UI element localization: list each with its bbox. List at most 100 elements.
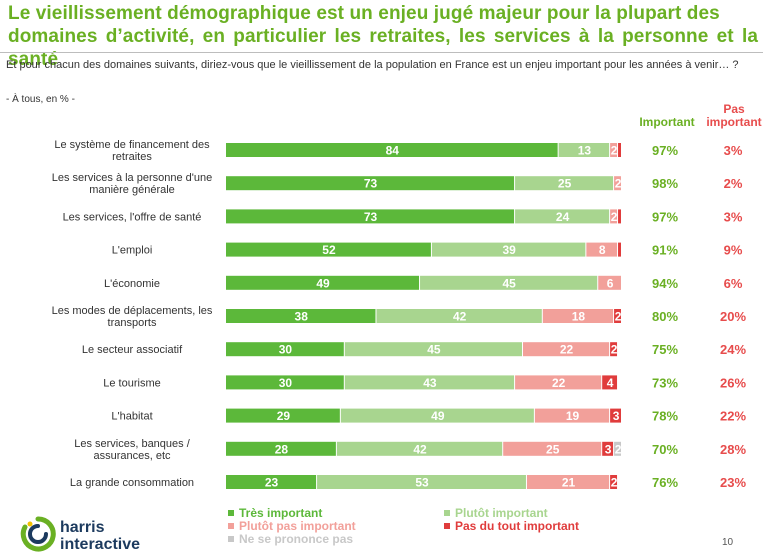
- bar-value-label: 2: [615, 310, 622, 324]
- important-total: 97%: [652, 143, 678, 158]
- pas-important-total: 3%: [724, 209, 743, 224]
- bar-value-label: 42: [453, 310, 467, 324]
- bar-segment-tres-important: [226, 408, 340, 423]
- chart-title: Le vieillissement démographique est un e…: [8, 2, 758, 71]
- bar-value-label: 13: [578, 144, 592, 158]
- bar-segment-plutot-pas-important: [610, 209, 618, 224]
- pas-important-total: 2%: [724, 176, 743, 191]
- important-total: 97%: [652, 209, 678, 224]
- bar-segment-pas-du-tout-important: [614, 309, 621, 323]
- bar-value-label: 8: [599, 243, 606, 257]
- pas-important-total: 20%: [720, 309, 746, 324]
- category-label: retraites: [112, 151, 152, 163]
- category-label: Le tourisme: [103, 377, 160, 389]
- bar-segment-pas-du-tout-important: [610, 475, 618, 489]
- bar-value-label: 2: [611, 210, 618, 224]
- category-label: La grande consommation: [70, 477, 194, 489]
- pas-important-total: 23%: [720, 475, 746, 490]
- bar-segment-plutot-important: [515, 209, 610, 224]
- bar-segment-ne-se-prononce-pas: [614, 441, 621, 456]
- bar-segment-pas-du-tout-important: [610, 342, 618, 357]
- bar-segment-plutot-important: [558, 143, 610, 157]
- bar-segment-plutot-pas-important: [542, 309, 614, 323]
- bar-segment-tres-important: [226, 209, 515, 224]
- bar-value-label: 21: [562, 476, 576, 490]
- category-label: Les services à la personne d'une: [52, 172, 212, 184]
- title-line-1: Le vieillissement démographique est un e…: [8, 3, 720, 24]
- important-total: 76%: [652, 475, 678, 490]
- bar-segment-plutot-important: [515, 176, 614, 191]
- bar-value-label: 2: [611, 144, 618, 158]
- pas-important-total: 6%: [724, 276, 743, 291]
- bar-segment-pas-du-tout-important: [602, 375, 618, 390]
- bar-segment-pas-du-tout-important: [602, 441, 614, 456]
- bar-value-label: 25: [558, 177, 572, 191]
- bar-segment-plutot-important: [340, 408, 534, 423]
- legend-label-pas-du-tout-important: Pas du tout important: [455, 519, 579, 533]
- bar-segment-tres-important: [226, 143, 558, 157]
- bar-segment-plutot-pas-important: [503, 441, 602, 456]
- column-header-pas-important: Pas important: [706, 102, 762, 129]
- bar-segment-plutot-important: [420, 275, 598, 290]
- bar-value-label: 84: [386, 144, 400, 158]
- category-label: L'emploi: [112, 245, 153, 257]
- bar-value-label: 6: [607, 276, 614, 290]
- legend-plutot-pas-important: Plutôt pas important: [228, 519, 356, 533]
- bar-value-label: 73: [364, 177, 378, 191]
- legend-swatch-ne-se-prononce-pas: [228, 536, 234, 542]
- bar-segment-plutot-pas-important: [523, 342, 610, 357]
- bar-value-label: 42: [413, 442, 427, 456]
- bar-value-label: 53: [415, 476, 429, 490]
- category-label: L'économie: [104, 278, 160, 290]
- bar-segment-pas-du-tout-important: [610, 408, 621, 423]
- bar-value-label: 45: [427, 343, 441, 357]
- important-total: 75%: [652, 342, 678, 357]
- bar-value-label: 2: [615, 177, 622, 191]
- bar-segment-pas-du-tout-important: [618, 209, 621, 224]
- important-total: 80%: [652, 309, 678, 324]
- bar-value-label: 24: [556, 210, 570, 224]
- bar-segment-tres-important: [226, 309, 376, 323]
- bar-value-label: 39: [502, 243, 516, 257]
- important-total: 73%: [652, 375, 678, 390]
- bar-value-label: 29: [277, 409, 291, 423]
- bar-segment-pas-du-tout-important: [618, 242, 621, 257]
- bar-segment-plutot-important: [376, 309, 542, 323]
- category-label: Le secteur associatif: [82, 344, 183, 356]
- bar-value-label: 2: [615, 442, 622, 456]
- important-total: 78%: [652, 409, 678, 424]
- bar-value-label: 2: [611, 343, 618, 357]
- bar-value-label: 38: [295, 310, 309, 324]
- harris-interactive-logo-icon: [20, 516, 56, 552]
- category-label: assurances, etc: [93, 450, 171, 462]
- legend-ne-se-prononce-pas: Ne se prononce pas: [228, 532, 353, 546]
- title-line-2: domaines d’activité, en particulier les …: [8, 26, 758, 70]
- bar-segment-plutot-pas-important: [586, 242, 618, 257]
- bar-value-label: 22: [552, 376, 566, 390]
- bar-segment-plutot-important: [431, 242, 586, 257]
- bar-value-label: 25: [546, 442, 560, 456]
- bar-segment-plutot-pas-important: [526, 475, 610, 489]
- category-label: Le système de financement des: [54, 139, 210, 151]
- legend-swatch-pas-du-tout-important: [444, 523, 450, 529]
- legend-swatch-plutot-important: [444, 510, 450, 516]
- bar-value-label: 73: [364, 210, 378, 224]
- survey-question: Et pour chacun des domaines suivants, di…: [6, 59, 739, 71]
- bar-value-label: 49: [316, 276, 330, 290]
- pas-important-total: 24%: [720, 342, 746, 357]
- important-total: 70%: [652, 442, 678, 457]
- logo-line-1: harris: [60, 519, 105, 536]
- bar-segment-plutot-pas-important: [614, 176, 621, 191]
- category-label: L'habitat: [111, 411, 152, 423]
- legend-swatch-tres-important: [228, 510, 234, 516]
- category-label: transports: [108, 317, 157, 329]
- category-label: Les services, banques /: [74, 438, 191, 450]
- bar-segment-plutot-pas-important: [598, 275, 621, 290]
- pas-important-total: 26%: [720, 375, 746, 390]
- bar-segment-plutot-important: [336, 441, 503, 456]
- bar-value-label: 49: [431, 409, 445, 423]
- bar-value-label: 28: [275, 442, 289, 456]
- bar-value-label: 52: [322, 243, 336, 257]
- bar-value-label: 2: [611, 476, 618, 490]
